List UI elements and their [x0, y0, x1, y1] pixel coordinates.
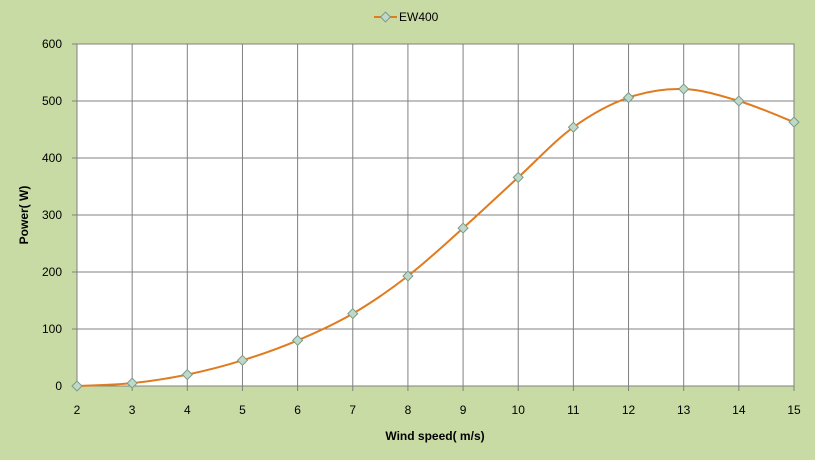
data-point-marker [71, 380, 83, 392]
data-point-marker [457, 222, 469, 234]
x-tick-label: 11 [567, 403, 580, 417]
y-tick-label: 500 [42, 94, 62, 108]
x-tick-label: 4 [184, 403, 191, 417]
y-tick-label: 200 [42, 265, 62, 279]
legend: EW400 [374, 10, 439, 24]
x-tick-label: 9 [460, 403, 467, 417]
grid-lines [72, 43, 795, 391]
x-tick-label: 2 [74, 403, 81, 417]
data-point-marker [567, 121, 580, 133]
data-point-marker [236, 354, 249, 367]
x-tick-label: 14 [732, 403, 746, 417]
data-point-marker [291, 334, 304, 347]
y-tick-label: 300 [42, 208, 62, 222]
data-point-marker [733, 95, 745, 107]
data-point-marker [622, 91, 635, 104]
data-point-marker [181, 368, 193, 381]
x-tick-label: 10 [512, 403, 526, 417]
x-tick-label: 8 [405, 403, 412, 417]
x-tick-label: 7 [349, 403, 356, 417]
series-line [76, 87, 795, 387]
x-tick-label: 5 [239, 403, 246, 417]
tick-labels: 0 100 200 300 400 500 600 2 3 4 5 6 7 8 9 10 11 12 13 14 15 [42, 37, 801, 417]
y-tick-label: 100 [42, 322, 62, 336]
series-layer [71, 83, 800, 392]
x-tick-label: 13 [677, 403, 691, 417]
x-axis-title: Wind speed( m/s) [385, 429, 484, 443]
data-point-marker [347, 307, 359, 320]
y-tick-label: 400 [42, 151, 62, 165]
y-tick-label: 600 [42, 37, 62, 51]
y-tick-label: 0 [55, 379, 62, 393]
data-point-marker [512, 171, 524, 184]
y-axis-title: Power( W) [17, 186, 31, 245]
data-point-marker [402, 270, 414, 282]
legend-label: EW400 [399, 10, 439, 24]
x-tick-label: 12 [622, 403, 636, 417]
data-point-marker [126, 377, 138, 389]
data-point-marker [678, 83, 690, 95]
x-tick-label: 15 [787, 403, 801, 417]
legend-marker-swatch [379, 11, 392, 23]
data-point-marker [788, 116, 800, 128]
x-tick-label: 6 [294, 403, 301, 417]
x-tick-label: 3 [129, 403, 136, 417]
